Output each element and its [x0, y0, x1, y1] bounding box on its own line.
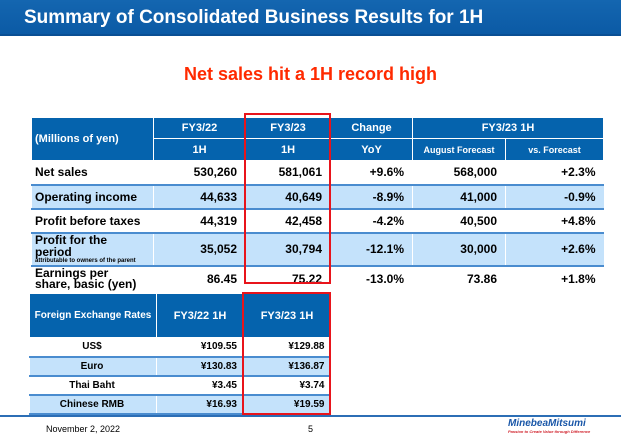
col-aug-forecast: August Forecast	[412, 138, 506, 161]
fx-col-fy23: FY3/23 1H	[243, 293, 331, 338]
fx-fy23: ¥136.87	[243, 356, 331, 377]
col-fy22-sub: 1H	[153, 138, 246, 161]
footer-divider	[0, 415, 621, 417]
cell-fy22: 530,260	[153, 160, 246, 186]
row-sublabel: attributable to owners of the parent	[35, 257, 136, 264]
fx-row: US$ ¥109.55 ¥129.88	[29, 337, 331, 358]
cell-forecast: 568,000	[412, 160, 506, 186]
highlight-box-fx-fy23	[242, 292, 331, 415]
cell-yoy: -12.1%	[330, 232, 413, 267]
title-bar: Summary of Consolidated Business Results…	[0, 0, 621, 36]
cell-vs: +2.3%	[505, 160, 604, 186]
logo-tagline: Passion to Create Value through Differen…	[508, 429, 591, 434]
unit-label: (Millions of yen)	[31, 117, 154, 161]
cell-forecast: 40,500	[412, 208, 506, 234]
highlight-box-fy23	[244, 113, 331, 284]
fx-row: Chinese RMB ¥16.93 ¥19.59	[29, 394, 331, 415]
cell-forecast: 41,000	[412, 184, 506, 210]
col-fy22: FY3/22	[153, 117, 246, 139]
cell-fy22: 35,052	[153, 232, 246, 267]
row-label-cell: Profit for the period attributable to own…	[31, 232, 154, 267]
cell-vs: -0.9%	[505, 184, 604, 210]
table-row: Profit before taxes 44,319 42,458 -4.2% 40,5…	[31, 208, 604, 234]
cell-fy22: 44,319	[153, 208, 246, 234]
row-label: Profit before taxes	[31, 208, 154, 234]
fx-currency: US$	[29, 337, 157, 358]
cell-yoy: -8.9%	[330, 184, 413, 210]
fx-currency: Chinese RMB	[29, 394, 157, 415]
col-fy23-sub: 1H	[245, 138, 331, 161]
cell-yoy: -13.0%	[330, 265, 413, 292]
fx-row: Thai Baht ¥3.45 ¥3.74	[29, 375, 331, 396]
results-table: (Millions of yen) FY3/22 FY3/23 Change F…	[31, 117, 604, 292]
row-label: Operating income	[31, 184, 154, 210]
col-forecast-group: FY3/23 1H	[412, 117, 604, 139]
table-row: Profit for the period attributable to own…	[31, 232, 604, 267]
fx-fy22: ¥3.45	[156, 375, 244, 396]
col-vs-forecast: vs. Forecast	[505, 138, 604, 161]
footer-date: November 2, 2022	[46, 424, 121, 434]
cell-yoy: -4.2%	[330, 208, 413, 234]
page-number: 5	[308, 424, 314, 434]
row-label: Profit for the period	[35, 232, 107, 259]
page-title: Summary of Consolidated Business Results…	[24, 7, 484, 28]
cell-vs: +4.8%	[505, 208, 604, 234]
cell-fy23: 30,794	[245, 232, 331, 267]
cell-forecast: 30,000	[412, 232, 506, 267]
cell-fy22: 44,633	[153, 184, 246, 210]
col-change: Change	[330, 117, 413, 139]
cell-vs: +1.8%	[505, 265, 604, 292]
fx-fy22: ¥109.55	[156, 337, 244, 358]
cell-fy23: 40,649	[245, 184, 331, 210]
row-label: Net sales	[31, 160, 154, 186]
headline: Net sales hit a 1H record high	[183, 64, 438, 84]
fx-table: Foreign Exchange Rates FY3/22 1H FY3/23 …	[29, 293, 331, 415]
fx-col-label: Foreign Exchange Rates	[29, 293, 157, 338]
row-label: Earnings per share, basic (yen)	[31, 265, 154, 292]
table-row: Net sales 530,260 581,061 +9.6% 568,000 +2.3%	[31, 160, 604, 186]
cell-forecast: 73.86	[412, 265, 506, 292]
fx-currency: Euro	[29, 356, 157, 377]
fx-fy22: ¥130.83	[156, 356, 244, 377]
col-change-sub: YoY	[330, 138, 413, 161]
cell-vs: +2.6%	[505, 232, 604, 267]
cell-yoy: +9.6%	[330, 160, 413, 186]
fx-fy23: ¥129.88	[243, 337, 331, 358]
logo-text: MinebeaMitsumi	[508, 418, 586, 429]
cell-fy23: 581,061	[245, 160, 331, 186]
fx-fy23: ¥3.74	[243, 375, 331, 396]
fx-currency: Thai Baht	[29, 375, 157, 396]
fx-fy23: ¥19.59	[243, 394, 331, 415]
fx-col-fy22: FY3/22 1H	[156, 293, 244, 338]
cell-fy23: 42,458	[245, 208, 331, 234]
fx-row: Euro ¥130.83 ¥136.87	[29, 356, 331, 377]
fx-fy22: ¥16.93	[156, 394, 244, 415]
cell-fy22: 86.45	[153, 265, 246, 292]
company-logo: MinebeaMitsumi Passion to Create Value th…	[508, 418, 590, 434]
table-row: Operating income 44,633 40,649 -8.9% 41,000-…	[31, 184, 604, 210]
